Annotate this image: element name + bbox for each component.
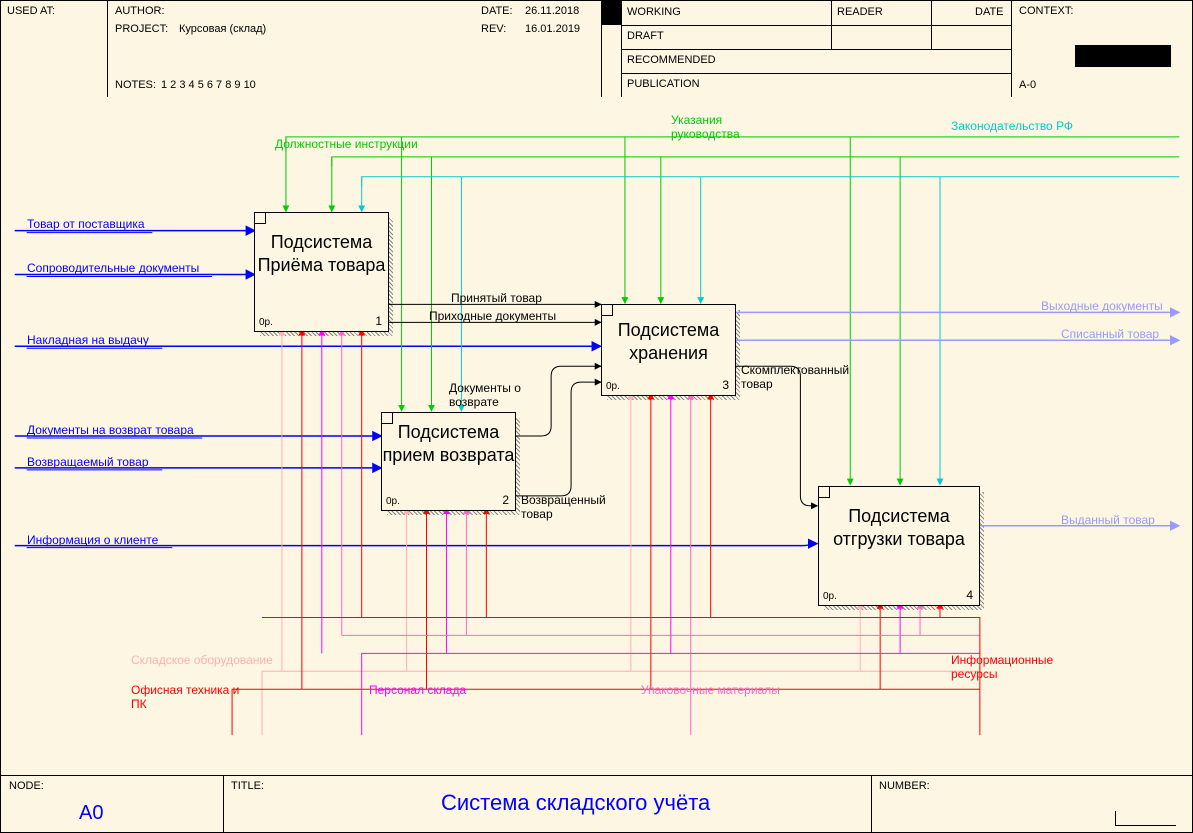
lbl-in4: Документы на возврат товара (27, 423, 194, 437)
box-3: Подсистема хранения 0р. 3 (601, 304, 736, 396)
lbl-m3: Персонал склада (369, 683, 466, 697)
box-1-bl: 0р. (259, 317, 273, 330)
rev-label: REV: (481, 23, 506, 35)
lbl-f1: Принятый товар (451, 291, 542, 305)
box-2-bl: 0р. (386, 496, 400, 509)
lbl-c1: Должностные инструкции (275, 137, 418, 151)
box-4: Подсистема отгрузки товара 0р. 4 (818, 486, 980, 606)
date-label: DATE: (481, 5, 513, 17)
used-at-label: USED AT: (7, 5, 55, 17)
lbl-in5: Возвращаемый товар (27, 455, 149, 469)
box-3-br: 3 (722, 378, 729, 393)
lbl-o3: Выданный товар (1061, 513, 1155, 527)
lbl-m2: Офисная техника и ПК (131, 683, 251, 711)
lbl-f3: Документы о возврате (449, 381, 539, 409)
lbl-c2: Указания руководства (671, 113, 771, 141)
box-1: Подсистема Приёма товара 0р. 1 (254, 212, 389, 332)
lbl-m4: Упаковочные материалы (641, 683, 780, 697)
lbl-in6: Информация о клиенте (27, 533, 158, 547)
author-label: AUTHOR: (115, 5, 165, 17)
status-recommended: RECOMMENDED (627, 54, 716, 66)
node-label: NODE: (9, 780, 44, 792)
lbl-in1: Товар от поставщика (27, 217, 145, 231)
status-draft: DRAFT (627, 30, 664, 42)
box-1-br: 1 (375, 314, 382, 329)
reader-label: READER (837, 6, 883, 18)
rev-value: 16.01.2019 (525, 23, 580, 35)
box-4-br: 4 (966, 588, 973, 603)
idef0-page: USED AT: AUTHOR: PROJECT: Курсовая (скла… (0, 0, 1193, 833)
lbl-m5: Информационные ресурсы (951, 653, 1081, 681)
header: USED AT: AUTHOR: PROJECT: Курсовая (скла… (1, 1, 1192, 98)
box-2-title: Подсистема прием возврата (382, 413, 515, 466)
notes-label: NOTES: (115, 79, 156, 91)
lbl-o1: Выходные документы (1041, 299, 1163, 313)
notes-value: 1 2 3 4 5 6 7 8 9 10 (161, 79, 256, 91)
lbl-in3: Накладная на выдачу (27, 333, 149, 347)
context-black-box (1075, 45, 1171, 67)
status-publication: PUBLICATION (627, 78, 700, 90)
project-label: PROJECT: (115, 23, 168, 35)
box-1-title: Подсистема Приёма товара (255, 213, 388, 276)
lbl-f2: Приходные документы (429, 309, 556, 323)
box-3-title: Подсистема хранения (602, 305, 735, 364)
title-value: Система складского учёта (441, 790, 710, 816)
number-label: NUMBER: (879, 780, 930, 792)
status-working: WORKING (627, 6, 681, 18)
footer-corner (1115, 811, 1176, 826)
project-value: Курсовая (склад) (179, 23, 266, 35)
box-3-bl: 0р. (606, 381, 620, 394)
context-label: CONTEXT: (1019, 5, 1073, 17)
node-value: A0 (79, 802, 103, 825)
box-2-br: 2 (502, 493, 509, 508)
lbl-in2: Сопроводительные документы (27, 261, 199, 275)
lbl-o2: Списанный товар (1061, 327, 1159, 341)
lbl-f4: Возвращенный товар (521, 493, 631, 521)
box-4-bl: 0р. (823, 591, 837, 604)
title-label: TITLE: (231, 780, 264, 792)
date2-label: DATE (975, 6, 1004, 18)
header-black-box (601, 1, 621, 25)
context-node: A-0 (1019, 79, 1036, 91)
diagram-canvas: Подсистема Приёма товара 0р. 1 Подсистем… (1, 97, 1192, 776)
lbl-m1: Складское оборудование (131, 653, 273, 667)
box-4-title: Подсистема отгрузки товара (819, 487, 979, 550)
footer: NODE: A0 TITLE: Система складского учёта… (1, 776, 1192, 832)
lbl-c3: Законодательство РФ (951, 119, 1073, 133)
lbl-f5: Скомплектованный товар (741, 363, 871, 391)
box-2: Подсистема прием возврата 0р. 2 (381, 412, 516, 511)
date-value: 26.11.2018 (525, 5, 579, 17)
